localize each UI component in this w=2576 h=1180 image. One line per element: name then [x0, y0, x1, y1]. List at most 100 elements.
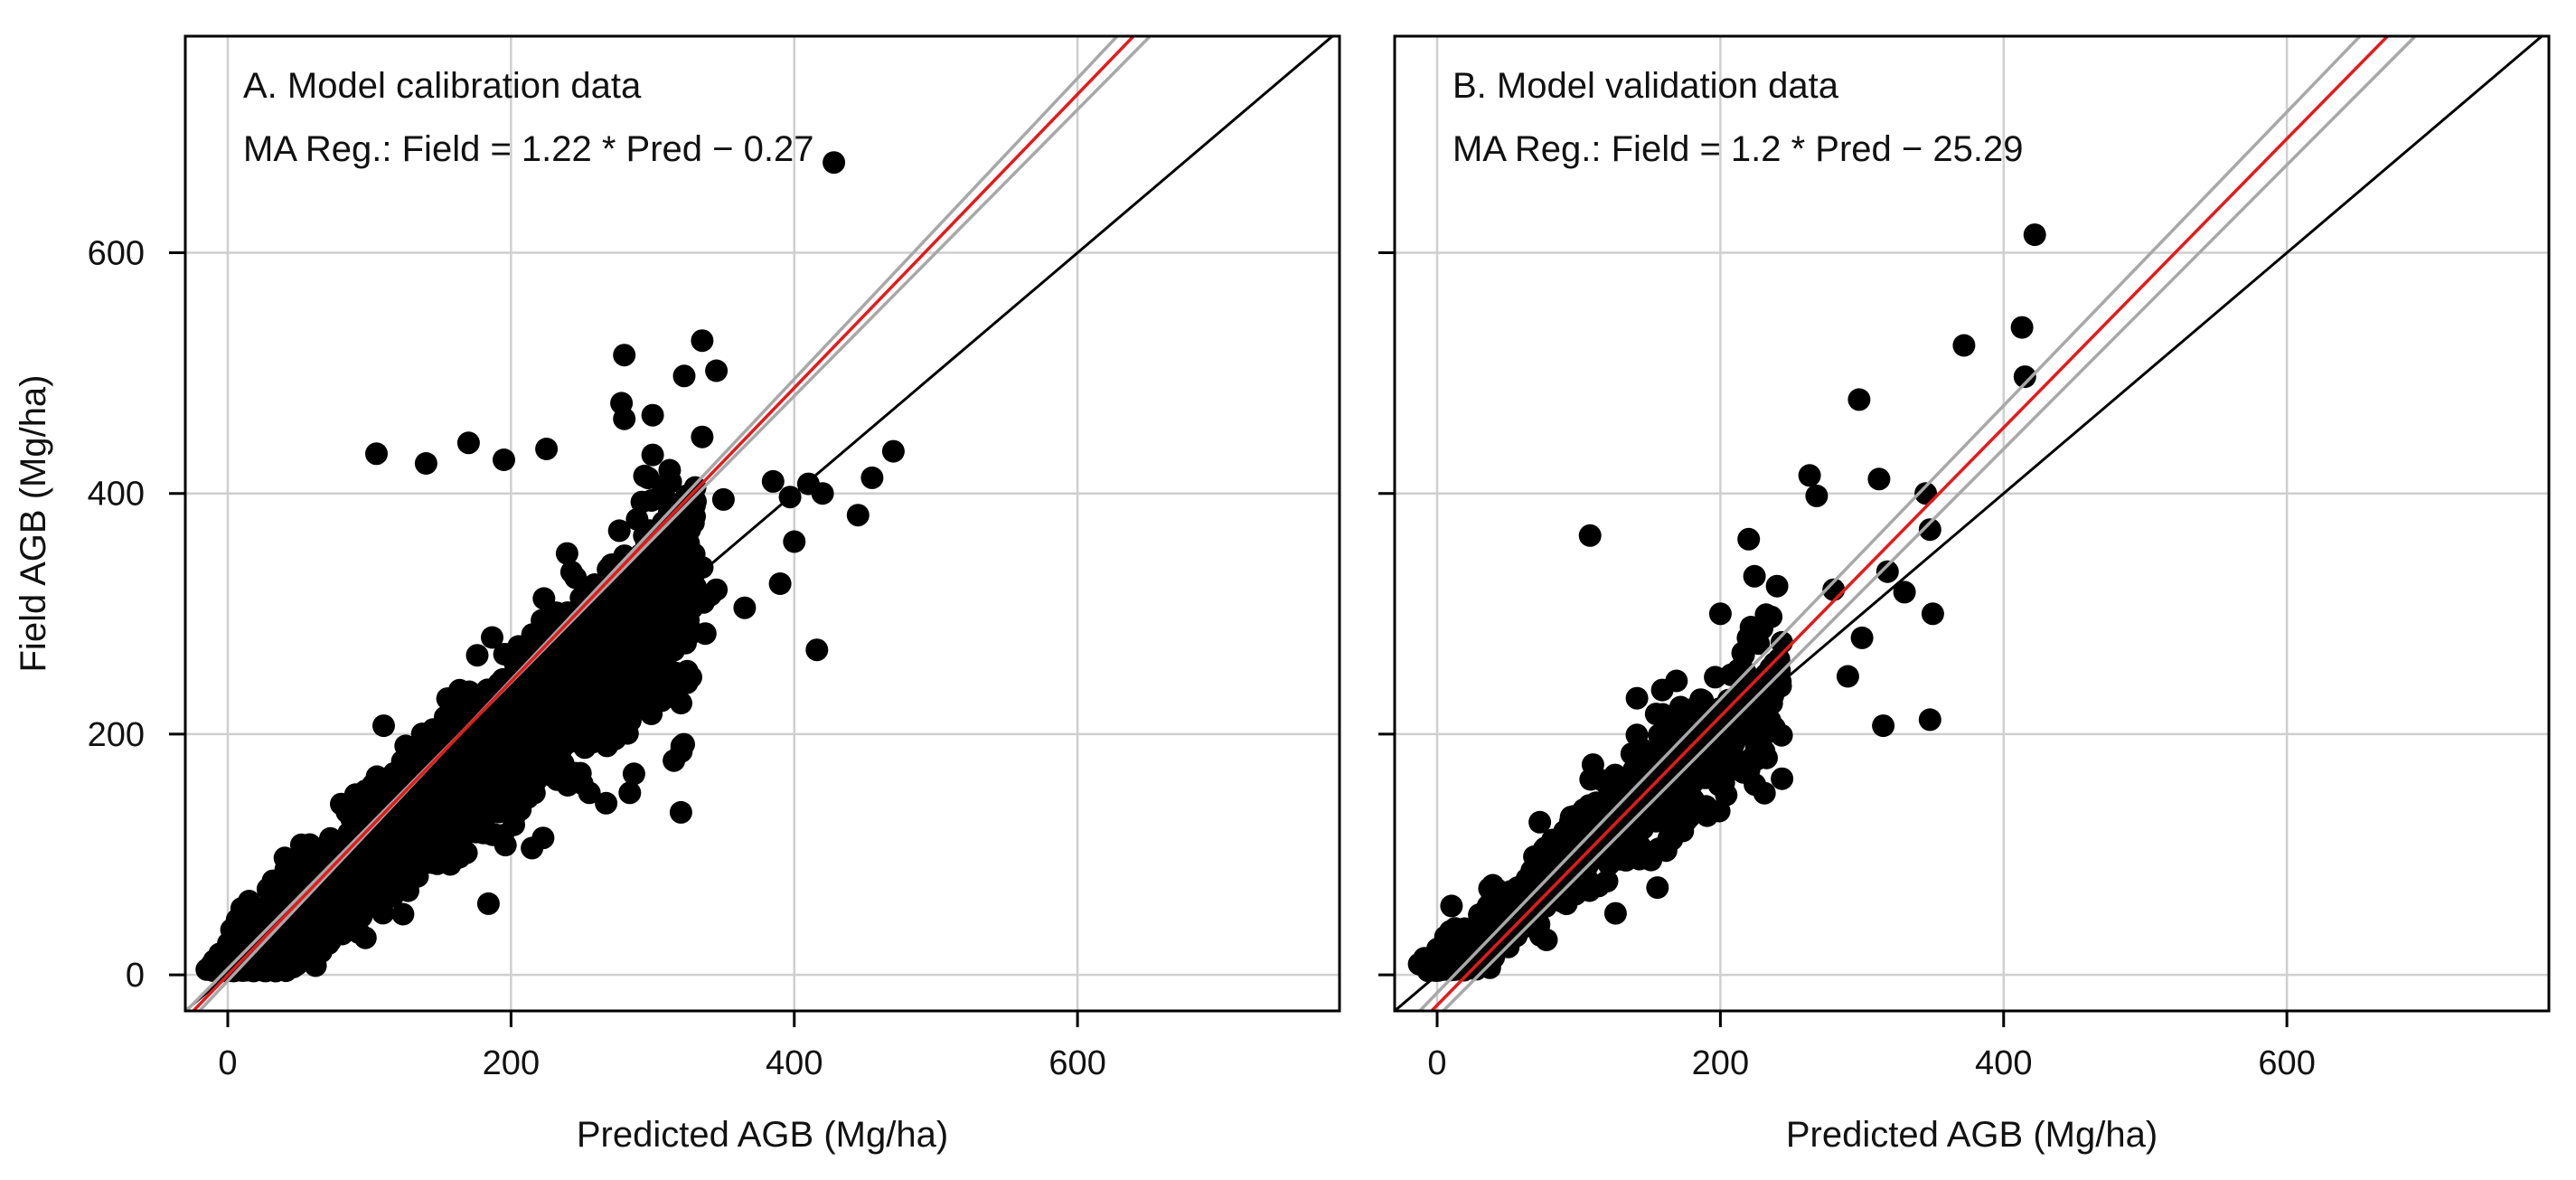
data-point	[1737, 527, 1761, 551]
x-tick-label: 0	[218, 1044, 237, 1082]
data-point	[394, 734, 418, 758]
data-point	[274, 858, 297, 882]
data-point	[1689, 688, 1713, 712]
data-point	[353, 862, 377, 885]
data-point	[564, 566, 588, 590]
x-tick-label: 600	[1048, 1044, 1105, 1082]
data-point	[1650, 807, 1674, 831]
data-point	[674, 593, 698, 617]
data-point	[1704, 666, 1727, 689]
confidence-line	[1417, 36, 2363, 1011]
data-point	[672, 364, 696, 388]
data-point	[761, 469, 785, 493]
data-point	[607, 519, 631, 543]
data-point	[711, 487, 735, 511]
data-point	[669, 800, 692, 824]
data-point	[705, 359, 729, 382]
y-axis-title: Field AGB (Mg/ha)	[14, 374, 53, 672]
data-point	[2010, 316, 2034, 339]
data-point	[375, 854, 398, 878]
data-point	[1805, 484, 1829, 507]
data-point	[1624, 811, 1648, 835]
data-point	[452, 704, 475, 728]
x-tick-label: 0	[1427, 1044, 1446, 1082]
data-point	[437, 805, 461, 828]
data-point	[1732, 668, 1755, 692]
data-point	[493, 448, 515, 471]
data-point	[811, 482, 834, 505]
data-point	[1407, 952, 1431, 976]
data-point	[627, 656, 651, 680]
data-point	[649, 563, 672, 587]
data-point	[618, 781, 642, 805]
data-point	[1650, 678, 1674, 702]
data-point	[1765, 574, 1789, 598]
data-point	[2013, 365, 2036, 389]
data-point	[210, 942, 233, 966]
y-tick-label: 400	[88, 476, 145, 514]
data-point	[1666, 772, 1689, 796]
data-point	[304, 954, 327, 977]
confidence-line	[185, 36, 1152, 1011]
data-point	[1578, 815, 1601, 838]
x-axis-title: Predicted AGB (Mg/ha)	[577, 1115, 948, 1155]
data-point	[691, 329, 714, 353]
data-point	[330, 792, 353, 816]
data-point	[768, 572, 792, 595]
data-point	[551, 768, 575, 791]
data-point	[433, 705, 456, 729]
data-point	[391, 902, 415, 926]
data-point	[625, 507, 649, 531]
data-point	[733, 596, 757, 619]
data-point	[578, 781, 601, 805]
data-point	[578, 732, 602, 755]
data-point	[1538, 838, 1562, 862]
data-point	[298, 833, 322, 856]
data-point	[559, 635, 583, 658]
data-point	[653, 660, 676, 684]
data-point	[418, 798, 442, 822]
one-to-one-line	[1395, 36, 2544, 1011]
data-point	[635, 602, 658, 626]
data-point	[1876, 560, 1899, 583]
panel-b-validation: 0 200 400 600 Predicted AGB (Mg/ha) B. Model …	[1378, 34, 2551, 1155]
data-point	[659, 470, 682, 494]
data-point	[475, 766, 498, 789]
data-point	[397, 879, 419, 902]
data-point	[1674, 809, 1697, 833]
panel-title: B. Model validation data	[1453, 66, 1839, 106]
data-point	[1572, 798, 1595, 821]
data-point	[372, 714, 395, 738]
data-point	[2023, 223, 2046, 247]
data-point	[389, 841, 412, 864]
data-point	[1681, 741, 1705, 765]
x-tick-label: 600	[2258, 1044, 2315, 1082]
data-point	[584, 668, 607, 692]
data-point	[860, 466, 884, 489]
data-point	[555, 542, 578, 565]
panel-title: A. Model calibration data	[243, 66, 642, 106]
x-tick-label: 400	[766, 1044, 823, 1082]
data-point	[512, 662, 536, 685]
data-point	[641, 403, 664, 427]
data-point	[339, 910, 362, 933]
data-point	[1743, 564, 1766, 588]
data-point	[550, 685, 574, 708]
y-tick-label: 200	[88, 716, 145, 754]
data-point	[1867, 467, 1891, 491]
data-point	[1471, 950, 1495, 974]
data-point	[622, 762, 645, 786]
regression-equation: MA Reg.: Field = 1.2 * Pred − 25.29	[1453, 129, 2023, 169]
plot-frame	[183, 34, 1341, 1013]
data-point	[427, 770, 450, 794]
data-point	[507, 635, 531, 658]
regression-line	[1429, 36, 2390, 1011]
data-point	[1754, 603, 1778, 627]
data-point	[1528, 810, 1552, 834]
data-point	[1528, 860, 1551, 883]
data-point	[783, 530, 806, 553]
data-point	[512, 719, 535, 741]
x-axis-title: Predicted AGB (Mg/ha)	[1786, 1115, 2158, 1155]
x-tick-label: 400	[1975, 1044, 2032, 1082]
data-point	[1918, 708, 1941, 732]
